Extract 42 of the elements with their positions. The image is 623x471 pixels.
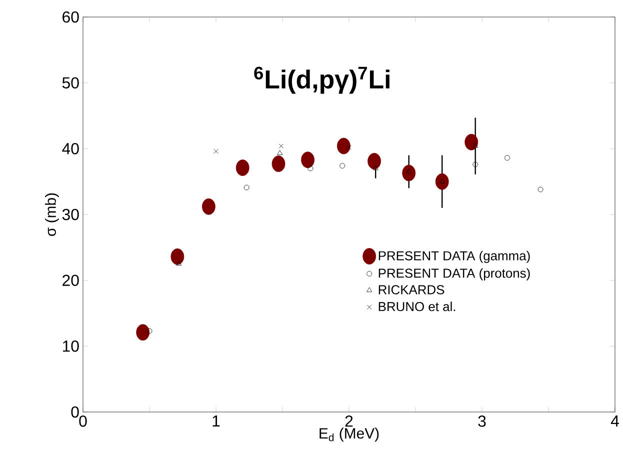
point [308, 166, 314, 172]
x-tick-label: 4 [610, 416, 619, 426]
point [136, 324, 150, 341]
x-tick-label: 1 [212, 416, 220, 426]
point [202, 198, 216, 215]
point [340, 163, 346, 168]
point [504, 155, 510, 161]
point [372, 165, 378, 170]
y-tick-label: 0 [71, 406, 79, 418]
point [368, 152, 381, 170]
point [272, 156, 286, 172]
point [301, 152, 314, 168]
point [176, 260, 182, 266]
x-tick-label: 0 [79, 416, 87, 427]
point [336, 138, 350, 154]
point [538, 186, 544, 192]
y-tick-label: 40 [62, 143, 79, 154]
point [146, 328, 152, 334]
point [464, 134, 478, 150]
point [170, 248, 184, 265]
y-tick-label: 10 [62, 340, 79, 352]
legend-label: PRESENT DATA (protons) [378, 268, 530, 280]
point [472, 142, 478, 148]
y-tick-label: 50 [62, 77, 79, 88]
point [402, 164, 416, 182]
legend-label: BRUNO et al. [378, 302, 456, 312]
chart-title: $^{6}$Li(d,pγ)$^{7}$Li [254, 66, 390, 94]
legend-label: RICKARDS [378, 285, 444, 294]
y-tick-label: 60 [62, 11, 79, 23]
y-axis-title: σ (mb) [44, 193, 59, 236]
point [472, 162, 478, 168]
point [236, 160, 250, 176]
x-tick-label: 3 [478, 416, 486, 427]
point [214, 148, 218, 154]
legend-label: PRESENT DATA (gamma) [378, 250, 530, 263]
point [346, 145, 352, 150]
y-tick-label: 30 [62, 208, 79, 220]
point [244, 184, 250, 190]
x-axis-title: E$_{d}$ (MeV) [320, 428, 379, 442]
point [435, 173, 449, 190]
y-tick-label: 20 [62, 274, 79, 286]
x-tick-label: 2 [345, 416, 353, 427]
